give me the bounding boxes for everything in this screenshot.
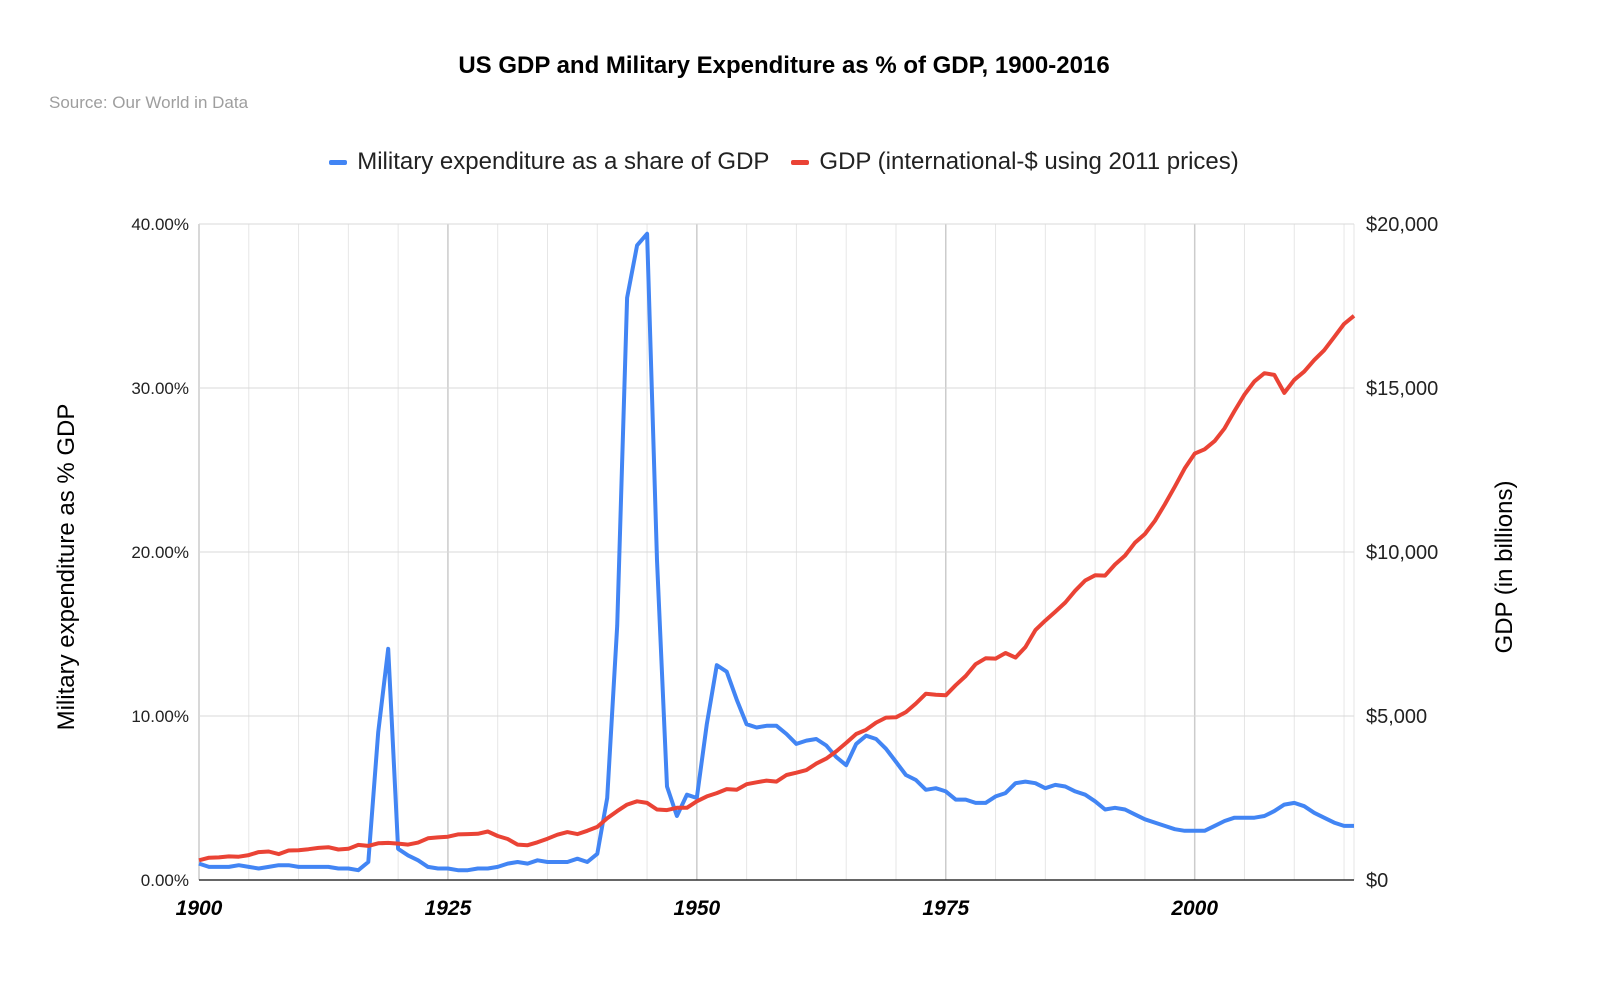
x-tick-label: 1925 <box>425 897 472 920</box>
x-tick-label: 1975 <box>922 897 969 920</box>
legend-item-military: Military expenditure as a share of GDP <box>329 148 769 176</box>
y-tick-label: 40.00% <box>131 215 189 234</box>
x-tick-label: 2000 <box>1170 897 1218 920</box>
legend-swatch-gdp <box>791 159 810 165</box>
x-tick-label: 1950 <box>673 897 720 920</box>
series-line-military <box>198 231 1354 873</box>
y-tick-label: 30.00% <box>131 379 189 398</box>
y2-axis-label: GDP (in billions) <box>1491 481 1518 654</box>
x-tick-label: 1900 <box>176 897 223 920</box>
y-tick-label: 10.00% <box>131 707 189 726</box>
y2-tick-label: $20,000 <box>1366 214 1438 236</box>
legend-swatch-military <box>329 159 348 165</box>
y-tick-label: 0.00% <box>141 871 189 890</box>
series-line-gdp <box>198 314 1356 863</box>
y2-tick-label: $0 <box>1366 870 1388 892</box>
legend: Military expenditure as a share of GDP G… <box>0 148 1568 176</box>
y2-tick-label: $10,000 <box>1366 542 1438 564</box>
legend-item-gdp: GDP (international-$ using 2011 prices) <box>791 148 1239 176</box>
y-tick-label: 20.00% <box>131 543 189 562</box>
y2-tick-label: $5,000 <box>1366 706 1427 728</box>
y-axis-label: Military expenditure as % GDP <box>53 404 80 731</box>
legend-label-military: Military expenditure as a share of GDP <box>357 148 770 175</box>
y2-tick-label: $15,000 <box>1366 378 1438 400</box>
legend-label-gdp: GDP (international-$ using 2011 prices) <box>819 148 1239 175</box>
chart-title: US GDP and Military Expenditure as % of … <box>458 52 1110 79</box>
chart-subtitle: Source: Our World in Data <box>49 93 249 112</box>
